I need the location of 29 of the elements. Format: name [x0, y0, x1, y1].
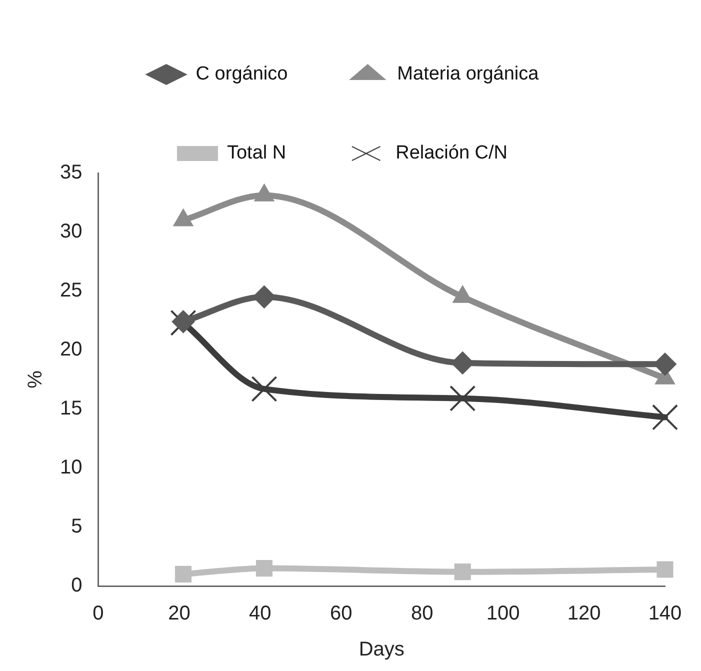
y-tick-label: 30	[60, 220, 82, 243]
legend-label: C orgánico	[196, 64, 288, 85]
y-tick-label: 25	[60, 280, 82, 302]
legend-label: Relación C/N	[396, 142, 508, 164]
y-tick-label: 10	[60, 456, 82, 479]
legend-label: Total N	[226, 142, 286, 164]
y-tick-label: 5	[71, 516, 82, 538]
point	[256, 560, 272, 577]
y-tick-label: 20	[60, 338, 82, 361]
y-tick-label: 0	[71, 574, 82, 597]
point	[454, 564, 471, 580]
point	[251, 376, 278, 402]
x-tick-label: 20	[168, 602, 190, 625]
x-tick-label: 140	[648, 602, 682, 625]
x-tick-label: 100	[486, 602, 520, 625]
x-tick-label: 60	[330, 602, 352, 625]
y-tick-label: 15	[60, 398, 82, 420]
point	[656, 561, 674, 578]
point	[174, 566, 192, 582]
x-axis-title: Days	[358, 638, 404, 661]
x-tick-label: 0	[92, 602, 104, 625]
x-tick-label: 40	[249, 602, 272, 625]
point	[652, 404, 678, 430]
y-tick-label: 35	[60, 162, 82, 184]
y-axis-title: %	[24, 370, 47, 388]
point	[450, 385, 476, 412]
x-tick-label: 80	[410, 602, 434, 625]
x-tick-label: 120	[567, 602, 601, 625]
legend-label: Materia orgánica	[397, 64, 540, 85]
